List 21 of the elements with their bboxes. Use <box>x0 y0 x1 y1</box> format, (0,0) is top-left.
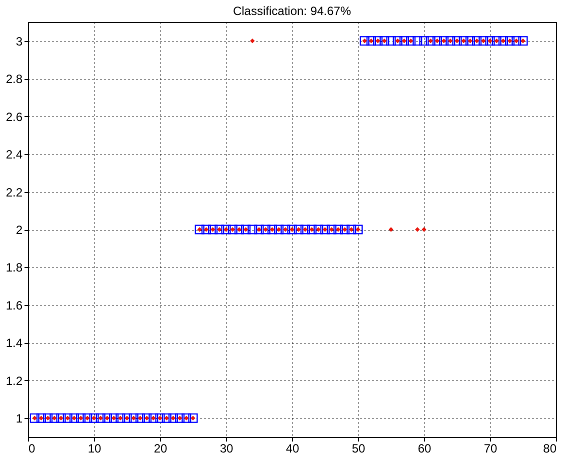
y-tick-label: 2 <box>16 223 23 237</box>
y-tick-label: 2.8 <box>6 72 23 86</box>
y-tick-label: 2.2 <box>6 185 23 200</box>
y-tick-label: 3 <box>16 34 23 48</box>
x-tick-label: 30 <box>220 442 234 456</box>
x-tick-label: 40 <box>286 442 300 456</box>
y-tick-label: 1.2 <box>6 374 23 388</box>
y-tick-label: 2.4 <box>6 148 23 162</box>
y-tick-label: 1 <box>16 412 23 426</box>
y-tick-label: 1.6 <box>6 298 23 312</box>
y-tick-label: 2.6 <box>6 110 23 124</box>
x-tick-label: 10 <box>88 442 102 456</box>
x-tick-label: 50 <box>352 442 366 456</box>
x-tick-label: 80 <box>543 442 557 456</box>
x-tick-label: 20 <box>154 442 168 456</box>
x-tick-label: 60 <box>418 442 432 456</box>
y-tick-label: 1.8 <box>6 260 23 275</box>
chart-title: Classification: 94.67% <box>232 4 352 18</box>
y-tick-label: 1.4 <box>6 336 23 350</box>
x-tick-label: 70 <box>484 442 498 456</box>
x-tick-label: 0 <box>28 442 36 456</box>
